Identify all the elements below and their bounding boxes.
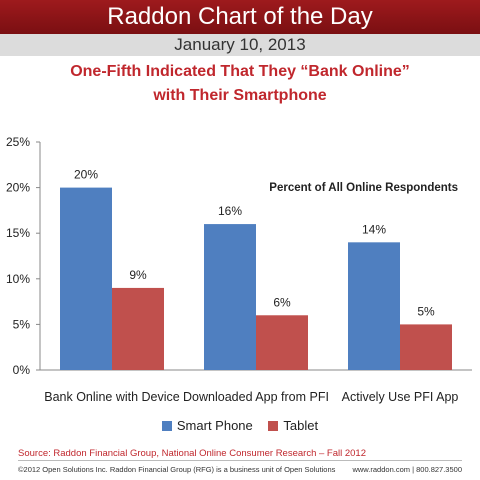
footer-divider xyxy=(18,460,462,461)
bar-value-label: 20% xyxy=(74,168,98,182)
legend-item-tablet: Tablet xyxy=(268,418,318,433)
y-tick-label: 10% xyxy=(6,272,30,286)
banner-title: Raddon Chart of the Day xyxy=(0,0,480,34)
bar-chart: 0% 5% 10% 15% 20% 25% 20% 9% Bank Online with De… xyxy=(6,135,472,404)
x-category-label: Actively Use PFI App xyxy=(342,390,459,404)
legend-label-smart-phone: Smart Phone xyxy=(176,418,253,433)
y-tick-label: 20% xyxy=(6,181,30,195)
bar-tablet xyxy=(256,315,308,370)
bar-tablet xyxy=(112,287,164,370)
bar-value-label: 6% xyxy=(273,295,291,309)
y-tick-label: 5% xyxy=(13,317,31,331)
legend-swatch-smart-phone xyxy=(161,420,172,431)
x-category-label: Bank Online with Device xyxy=(44,390,180,404)
bar-value-label: 16% xyxy=(218,204,242,218)
chart-title-line-1: One-Fifth Indicated That They “Bank Onli… xyxy=(70,63,410,80)
bar-value-label: 9% xyxy=(129,268,147,282)
bar-smart-phone xyxy=(348,242,400,370)
bar-value-label: 14% xyxy=(362,222,386,236)
y-tick-label: 25% xyxy=(6,135,30,149)
y-tick-label: 15% xyxy=(6,226,30,240)
bar-value-label: 5% xyxy=(417,304,435,318)
chart-title-line-2: with Their Smartphone xyxy=(153,87,327,104)
legend-swatch-tablet xyxy=(268,420,279,431)
legend-label-tablet: Tablet xyxy=(283,418,319,433)
chart-title: One-Fifth Indicated That They “Bank Onli… xyxy=(0,60,480,108)
bar-smart-phone xyxy=(204,224,256,370)
bar-smart-phone xyxy=(60,187,112,370)
x-category-label: Downloaded App from PFI xyxy=(183,390,329,404)
legend: Smart Phone Tablet xyxy=(0,418,480,434)
chart-annotation: Percent of All Online Respondents xyxy=(269,182,458,194)
y-tick-label: 0% xyxy=(13,363,31,377)
source-note: Source: Raddon Financial Group, National… xyxy=(18,448,366,459)
copyright-note: ©2012 Open Solutions Inc. Raddon Financi… xyxy=(18,465,336,474)
legend-item-smart-phone: Smart Phone xyxy=(161,418,253,433)
contact-info: www.raddon.com | 800.827.3500 xyxy=(352,465,462,474)
date-label: January 10, 2013 xyxy=(0,34,480,56)
bar-tablet xyxy=(400,324,452,370)
